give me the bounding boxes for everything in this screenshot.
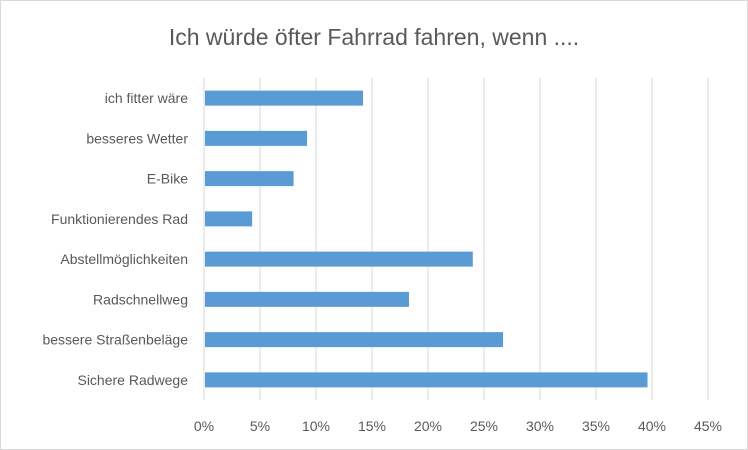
x-tick-label: 30% [526, 418, 554, 434]
bar [205, 171, 294, 187]
x-tick-label: 25% [470, 418, 498, 434]
x-tick-label: 35% [582, 418, 610, 434]
bar [205, 90, 364, 106]
bar [205, 332, 504, 348]
bar [205, 211, 253, 227]
category-label: Sichere Radwege [77, 372, 188, 388]
category-label: Abstellmöglichkeiten [60, 251, 188, 267]
x-tick-label: 10% [302, 418, 330, 434]
x-tick-label: 45% [694, 418, 722, 434]
category-label: E-Bike [147, 171, 188, 187]
chart-title: Ich würde öfter Fahrrad fahren, wenn ...… [168, 24, 580, 50]
x-tick-label: 20% [414, 418, 442, 434]
category-label: ich fitter wäre [105, 90, 188, 106]
x-tick-label: 40% [638, 418, 666, 434]
x-tick-label: 0% [194, 418, 214, 434]
category-label: Funktionierendes Rad [51, 211, 188, 227]
category-label: Radschnellweg [93, 291, 188, 307]
bar [205, 130, 308, 146]
x-tick-label: 15% [358, 418, 386, 434]
bar [205, 251, 473, 267]
bar [205, 291, 409, 307]
category-label: besseres Wetter [86, 130, 188, 146]
x-tick-label: 5% [250, 418, 270, 434]
bar [205, 372, 648, 388]
category-label: bessere Straßenbeläge [42, 332, 188, 348]
